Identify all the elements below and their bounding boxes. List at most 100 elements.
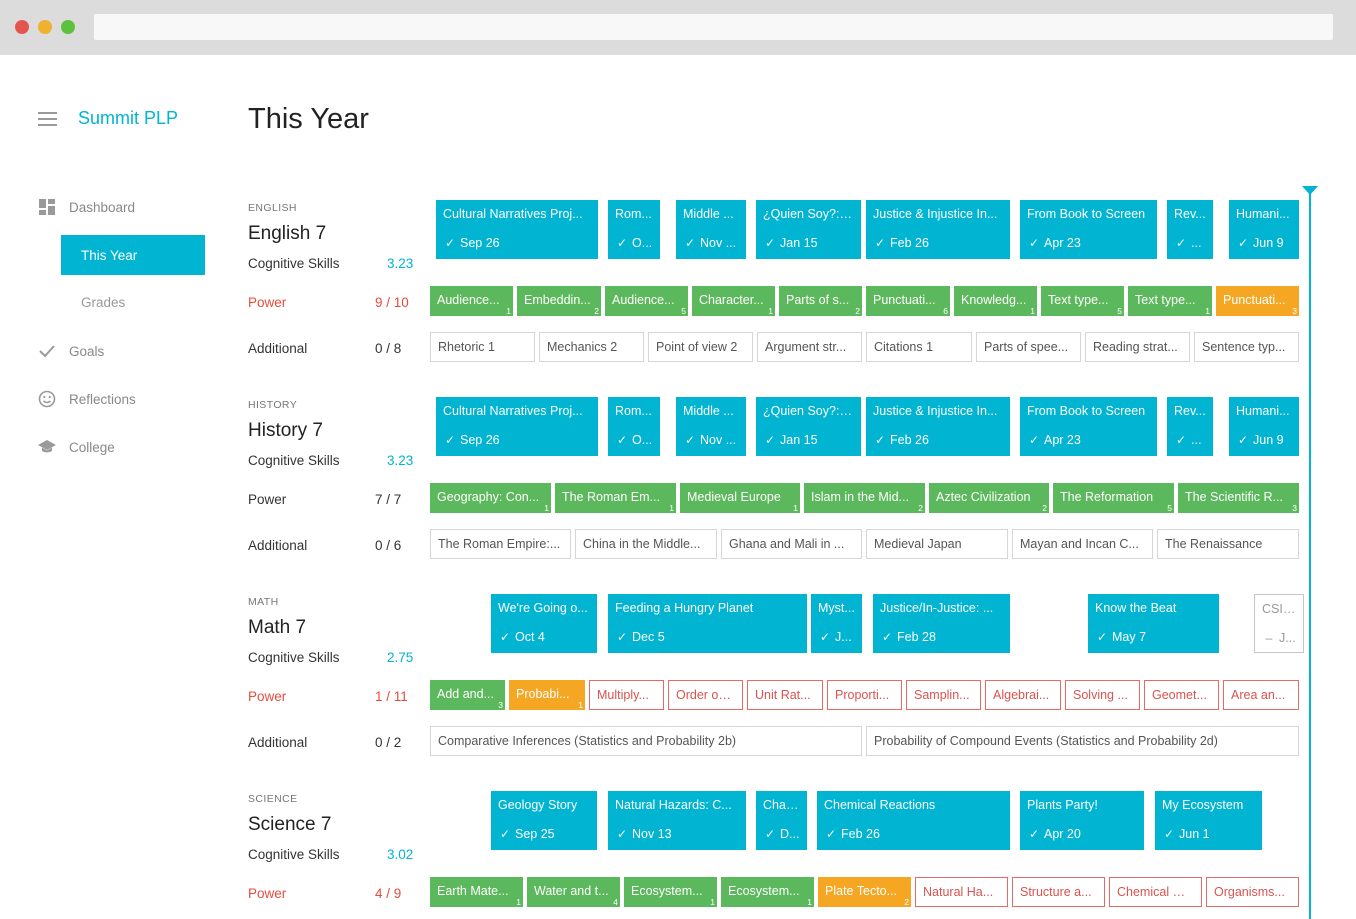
power-focus-area[interactable]: The Reformation 5 <box>1053 483 1174 513</box>
project-card[interactable]: Cultural Narratives Proj... ✓ Sep 26 <box>436 397 598 456</box>
subject-name[interactable]: Math 7 <box>248 617 307 638</box>
sidebar-item-dashboard[interactable]: Dashboard <box>38 192 135 222</box>
power-label: Medieval Europe <box>687 490 781 504</box>
power-focus-area[interactable]: Multiply... <box>589 680 664 710</box>
project-card[interactable]: Rev... ✓... <box>1167 397 1213 456</box>
power-focus-area[interactable]: Knowledg... 1 <box>954 286 1037 316</box>
subject-name[interactable]: Science 7 <box>248 814 332 835</box>
power-focus-area[interactable]: Structure a... <box>1012 877 1105 907</box>
power-focus-area[interactable]: Proporti... <box>827 680 902 710</box>
additional-focus-area[interactable]: Point of view 2 <box>648 332 753 362</box>
power-focus-area[interactable]: Aztec Civilization 2 <box>929 483 1049 513</box>
project-card[interactable]: My Ecosystem ✓ Jun 1 <box>1155 791 1262 850</box>
project-card[interactable]: Chan... ✓ D... <box>756 791 807 850</box>
power-focus-area[interactable]: Geomet... <box>1144 680 1219 710</box>
sidebar-item-grades[interactable]: Grades <box>81 295 125 310</box>
power-focus-area[interactable]: Islam in the Mid... 2 <box>804 483 925 513</box>
additional-focus-area[interactable]: Mechanics 2 <box>539 332 644 362</box>
additional-focus-area[interactable]: Medieval Japan <box>866 529 1008 559</box>
power-focus-area[interactable]: Unit Rat... <box>747 680 823 710</box>
project-card[interactable]: Middle ... ✓ Nov ... <box>676 397 746 456</box>
power-focus-area[interactable]: Chemical R... <box>1109 877 1202 907</box>
power-focus-area[interactable]: Punctuati... 6 <box>866 286 950 316</box>
power-focus-area[interactable]: Ecosystem... 1 <box>624 877 717 907</box>
additional-focus-area[interactable]: Ghana and Mali in ... <box>721 529 862 559</box>
power-focus-area[interactable]: Water and t... 4 <box>527 877 620 907</box>
project-card[interactable]: Justice/In-Justice: ... ✓ Feb 28 <box>873 594 1010 653</box>
project-card[interactable]: Rom... ✓ O... <box>608 397 660 456</box>
power-focus-area[interactable]: Plate Tecto... 2 <box>818 877 911 907</box>
subject-name[interactable]: English 7 <box>248 223 327 244</box>
project-card[interactable]: Myst... ✓ J... <box>811 594 862 653</box>
project-card[interactable]: From Book to Screen ✓ Apr 23 <box>1020 200 1157 259</box>
power-focus-area[interactable]: Area an... <box>1223 680 1299 710</box>
power-focus-area[interactable]: Organisms... <box>1206 877 1299 907</box>
close-window-button[interactable] <box>15 20 29 34</box>
additional-focus-area[interactable]: The Roman Empire:... <box>430 529 571 559</box>
power-focus-area[interactable]: Ecosystem... 1 <box>721 877 814 907</box>
power-focus-area[interactable]: Parts of s... 2 <box>779 286 862 316</box>
power-focus-area[interactable]: Natural Ha... <box>915 877 1008 907</box>
power-focus-area[interactable]: Order of... <box>668 680 743 710</box>
additional-focus-area[interactable]: Citations 1 <box>866 332 972 362</box>
hamburger-menu-icon[interactable] <box>38 112 57 126</box>
project-card[interactable]: Humani... ✓ Jun 9 <box>1229 397 1299 456</box>
project-card[interactable]: CSI: ... –J... <box>1254 594 1304 653</box>
power-focus-area[interactable]: Solving ... <box>1065 680 1140 710</box>
project-card[interactable]: Natural Hazards: C... ✓ Nov 13 <box>608 791 746 850</box>
power-focus-area[interactable]: The Roman Em... 1 <box>555 483 676 513</box>
project-card[interactable]: ¿Quien Soy?: T... ✓ Jan 15 <box>756 200 861 259</box>
power-focus-area[interactable]: Text type... 5 <box>1041 286 1124 316</box>
power-focus-area[interactable]: Embeddin... 2 <box>517 286 601 316</box>
additional-focus-area[interactable]: Reading strat... <box>1085 332 1190 362</box>
power-focus-area[interactable]: Medieval Europe 1 <box>680 483 800 513</box>
additional-focus-area[interactable]: Argument str... <box>757 332 862 362</box>
project-card[interactable]: We're Going o... ✓ Oct 4 <box>491 594 597 653</box>
additional-focus-area[interactable]: The Renaissance <box>1157 529 1299 559</box>
project-card[interactable]: Chemical Reactions ✓ Feb 26 <box>817 791 1010 850</box>
power-focus-area[interactable]: Probabi... 1 <box>509 680 585 710</box>
sidebar-item-reflections[interactable]: Reflections <box>38 384 136 414</box>
project-card[interactable]: Know the Beat ✓ May 7 <box>1088 594 1219 653</box>
sidebar-item-this-year[interactable]: This Year <box>61 235 205 275</box>
project-card[interactable]: From Book to Screen ✓ Apr 23 <box>1020 397 1157 456</box>
power-focus-area[interactable]: Punctuati... 3 <box>1216 286 1299 316</box>
power-focus-area[interactable]: Algebrai... <box>985 680 1061 710</box>
project-card[interactable]: Geology Story ✓ Sep 25 <box>491 791 597 850</box>
project-card[interactable]: ¿Quien Soy?: T... ✓ Jan 15 <box>756 397 861 456</box>
power-focus-area[interactable]: Audience... 1 <box>430 286 513 316</box>
maximize-window-button[interactable] <box>61 20 75 34</box>
additional-focus-area[interactable]: Parts of spee... <box>976 332 1081 362</box>
power-focus-area[interactable]: The Scientific R... 3 <box>1178 483 1299 513</box>
sidebar-item-goals[interactable]: Goals <box>38 336 104 366</box>
cognitive-skills-label: Cognitive Skills <box>248 453 340 468</box>
sidebar-item-college[interactable]: College <box>38 432 115 462</box>
power-focus-area[interactable]: Text type... 1 <box>1128 286 1212 316</box>
project-card[interactable]: Justice & Injustice In... ✓ Feb 26 <box>866 200 1010 259</box>
power-focus-area[interactable]: Samplin... <box>906 680 981 710</box>
additional-focus-area[interactable]: Sentence typ... <box>1194 332 1299 362</box>
sidebar-item-label: Dashboard <box>69 199 136 215</box>
additional-focus-area[interactable]: China in the Middle... <box>575 529 717 559</box>
subject-name[interactable]: History 7 <box>248 420 323 441</box>
additional-focus-area[interactable]: Comparative Inferences (Statistics and P… <box>430 726 862 756</box>
project-card[interactable]: Feeding a Hungry Planet ✓ Dec 5 <box>608 594 807 653</box>
app-brand[interactable]: Summit PLP <box>78 108 179 128</box>
project-card[interactable]: Humani... ✓ Jun 9 <box>1229 200 1299 259</box>
power-focus-area[interactable]: Geography: Con... 1 <box>430 483 551 513</box>
power-focus-area[interactable]: Character... 1 <box>692 286 775 316</box>
additional-focus-area[interactable]: Mayan and Incan C... <box>1012 529 1153 559</box>
power-focus-area[interactable]: Earth Mate... 1 <box>430 877 523 907</box>
project-card[interactable]: Plants Party! ✓ Apr 20 <box>1020 791 1144 850</box>
project-card[interactable]: Rom... ✓ O... <box>608 200 660 259</box>
power-focus-area[interactable]: Audience... 5 <box>605 286 688 316</box>
additional-focus-area[interactable]: Rhetoric 1 <box>430 332 535 362</box>
address-bar[interactable] <box>94 14 1333 40</box>
power-focus-area[interactable]: Add and... 3 <box>430 680 505 710</box>
project-card[interactable]: Middle ... ✓ Nov ... <box>676 200 746 259</box>
project-card[interactable]: Justice & Injustice In... ✓ Feb 26 <box>866 397 1010 456</box>
additional-focus-area[interactable]: Probability of Compound Events (Statisti… <box>866 726 1299 756</box>
minimize-window-button[interactable] <box>38 20 52 34</box>
project-card[interactable]: Cultural Narratives Proj... ✓ Sep 26 <box>436 200 598 259</box>
project-card[interactable]: Rev... ✓... <box>1167 200 1213 259</box>
